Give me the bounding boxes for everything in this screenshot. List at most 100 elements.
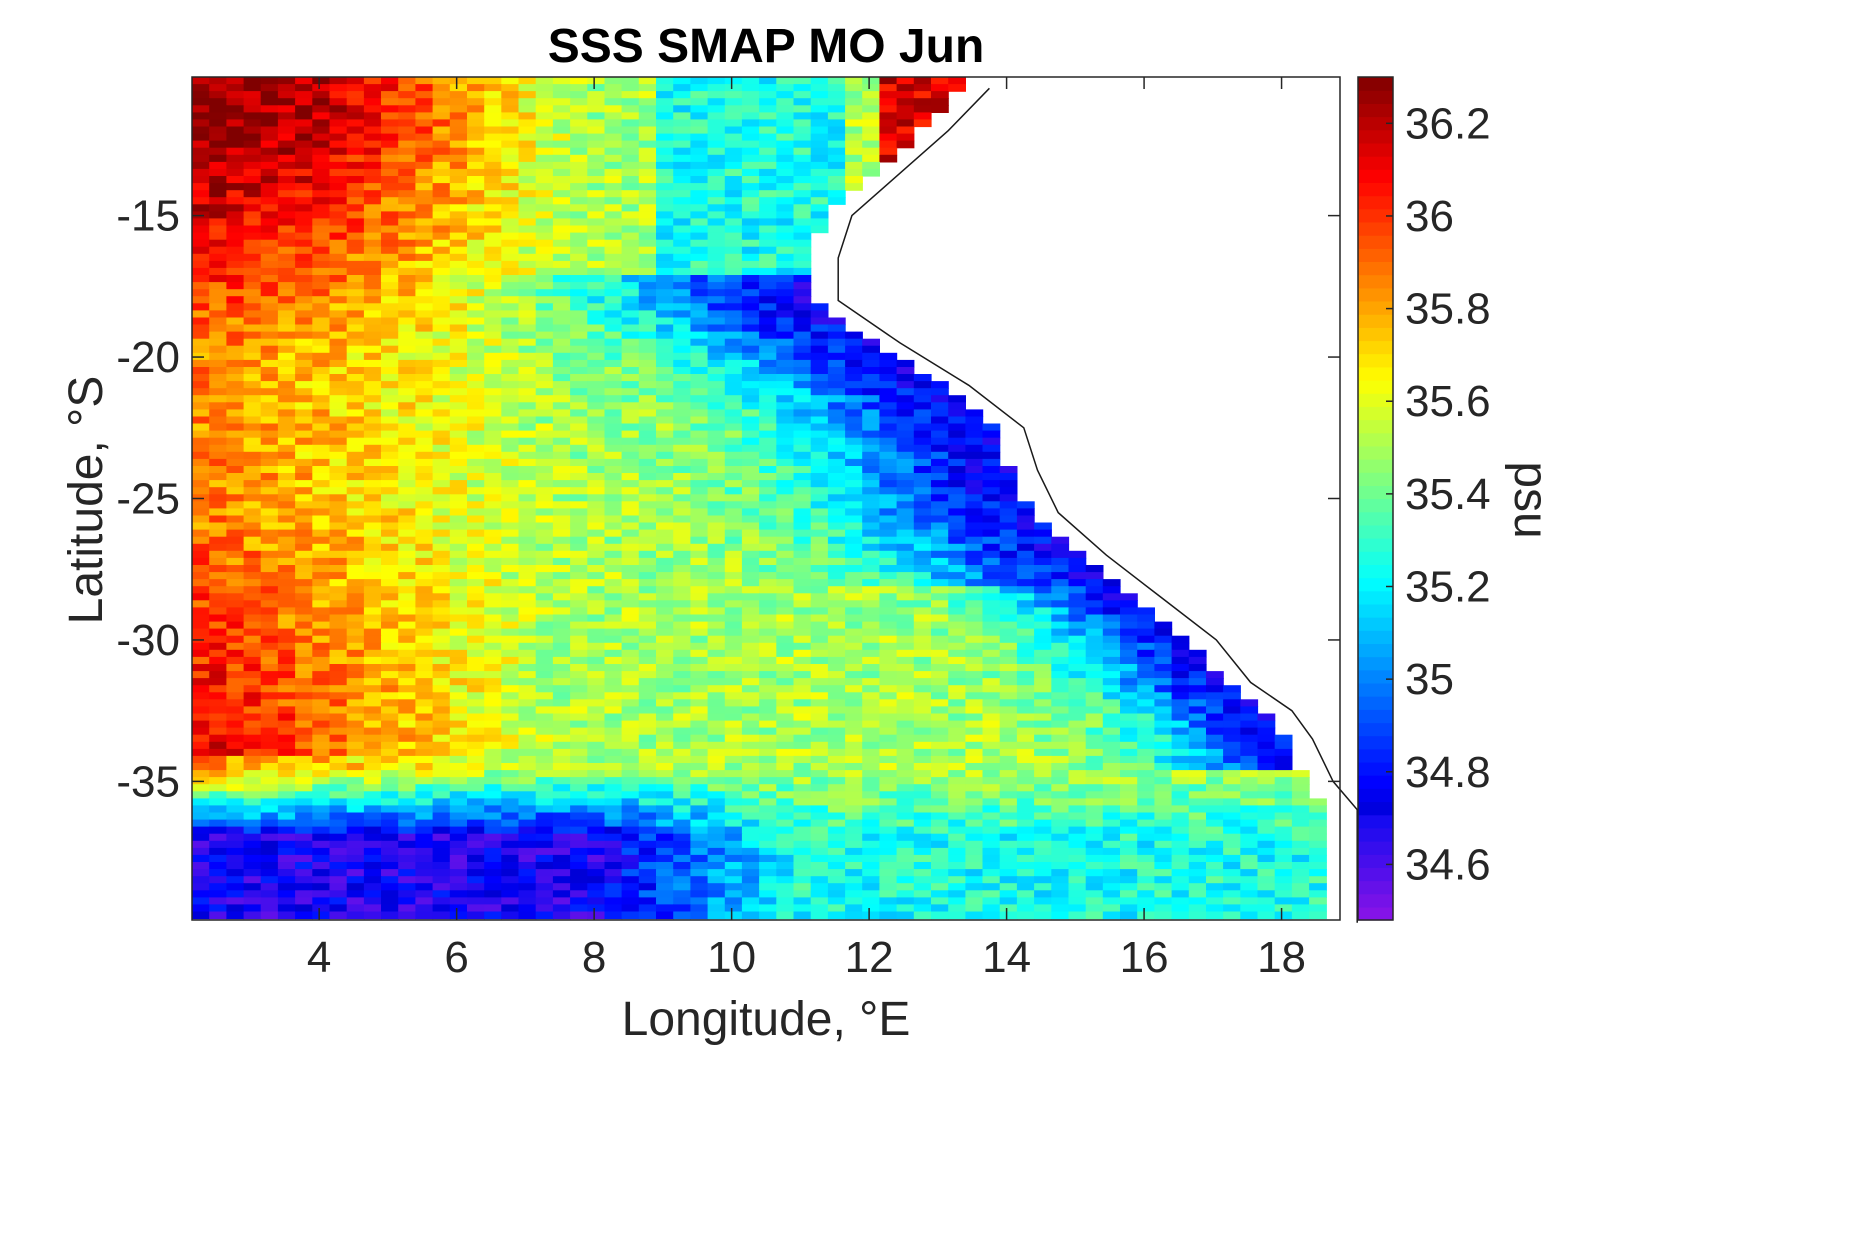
- heatmap-cell: [1154, 734, 1173, 743]
- heatmap-cell: [776, 664, 795, 672]
- heatmap-cell: [1206, 784, 1224, 792]
- heatmap-cell: [260, 635, 279, 644]
- heatmap-cell: [192, 798, 210, 807]
- heatmap-cell: [638, 607, 657, 616]
- heatmap-cell: [604, 501, 623, 509]
- heatmap-cell: [638, 770, 657, 778]
- heatmap-cell: [1171, 699, 1190, 707]
- heatmap-cell: [827, 586, 846, 594]
- heatmap-cell: [776, 140, 795, 149]
- heatmap-cell: [845, 614, 863, 623]
- heatmap-cell: [398, 635, 416, 644]
- heatmap-cell: [1051, 536, 1070, 545]
- heatmap-cell: [518, 147, 537, 156]
- heatmap-cell: [398, 275, 416, 283]
- heatmap-cell: [621, 727, 640, 736]
- heatmap-cell: [793, 161, 812, 170]
- heatmap-cell: [948, 480, 966, 488]
- heatmap-cell: [707, 557, 726, 566]
- heatmap-cell: [329, 225, 348, 234]
- heatmap-cell: [346, 161, 365, 170]
- heatmap-cell: [570, 791, 588, 799]
- heatmap-cell: [535, 692, 554, 700]
- heatmap-cell: [415, 367, 434, 375]
- heatmap-cell: [260, 572, 279, 580]
- heatmap-cell: [1171, 713, 1190, 722]
- heatmap-cell: [879, 430, 898, 439]
- heatmap-cell: [845, 600, 863, 608]
- heatmap-cell: [518, 296, 537, 304]
- heatmap-cell: [552, 381, 571, 389]
- heatmap-cell: [604, 161, 623, 170]
- heatmap-cell: [741, 529, 760, 538]
- heatmap-cell: [759, 190, 777, 198]
- heatmap-cell: [346, 621, 365, 630]
- heatmap-cell: [484, 720, 502, 729]
- heatmap-cell: [931, 381, 949, 389]
- heatmap-cell: [346, 225, 365, 234]
- heatmap-cell: [363, 246, 382, 255]
- heatmap-cell: [363, 543, 382, 552]
- heatmap-cell: [587, 239, 606, 248]
- heatmap-cell: [501, 543, 520, 552]
- heatmap-cell: [260, 77, 279, 85]
- heatmap-cell: [432, 91, 451, 99]
- heatmap-cell: [810, 112, 829, 121]
- heatmap-cell: [621, 466, 640, 474]
- heatmap-cell: [621, 183, 640, 191]
- heatmap-cell: [827, 579, 846, 587]
- heatmap-cell: [931, 487, 949, 495]
- heatmap-cell: [879, 91, 898, 99]
- heatmap-cell: [363, 777, 382, 785]
- heatmap-cell: [845, 706, 863, 715]
- heatmap-cell: [810, 168, 829, 177]
- heatmap-cell: [449, 437, 468, 446]
- heatmap-cell: [552, 91, 571, 99]
- heatmap-cell: [810, 755, 829, 764]
- heatmap-cell: [965, 423, 984, 432]
- heatmap-cell: [793, 628, 812, 637]
- heatmap-cell: [243, 671, 262, 679]
- heatmap-cell: [845, 338, 863, 347]
- heatmap-cell: [656, 374, 674, 382]
- heatmap-cell: [741, 720, 760, 729]
- heatmap-cell: [724, 359, 743, 368]
- heatmap-cell: [827, 77, 846, 85]
- heatmap-cell: [896, 480, 915, 488]
- heatmap-cell: [518, 494, 537, 502]
- heatmap-cell: [982, 600, 1001, 608]
- heatmap-cell: [707, 183, 726, 191]
- heatmap-cell: [518, 586, 537, 594]
- heatmap-cell: [1016, 529, 1035, 538]
- heatmap-cell: [1102, 720, 1121, 729]
- heatmap-cell: [295, 770, 313, 778]
- heatmap-cell: [484, 197, 502, 205]
- heatmap-cell: [759, 161, 777, 170]
- heatmap-cell: [243, 621, 262, 630]
- heatmap-cell: [793, 649, 812, 658]
- heatmap-cell: [707, 352, 726, 361]
- heatmap-cell: [1034, 713, 1052, 722]
- heatmap-cell: [810, 466, 829, 474]
- heatmap-cell: [638, 246, 657, 255]
- heatmap-cell: [226, 338, 245, 347]
- heatmap-cell: [690, 720, 709, 729]
- heatmap-cell: [656, 671, 674, 679]
- heatmap-cell: [467, 91, 485, 99]
- heatmap-cell: [209, 621, 227, 630]
- heatmap-cell: [432, 586, 451, 594]
- heatmap-cell: [209, 692, 227, 700]
- heatmap-cell: [810, 770, 829, 778]
- heatmap-cell: [192, 91, 210, 99]
- heatmap-cell: [759, 211, 777, 220]
- heatmap-cell: [862, 791, 880, 799]
- heatmap-cell: [1154, 685, 1173, 693]
- heatmap-cell: [518, 246, 537, 255]
- heatmap-cell: [587, 777, 606, 785]
- heatmap-cell: [776, 154, 795, 163]
- heatmap-cell: [432, 473, 451, 481]
- heatmap-cell: [501, 529, 520, 538]
- heatmap-cell: [243, 409, 262, 418]
- heatmap-cell: [432, 296, 451, 304]
- heatmap-cell: [656, 557, 674, 566]
